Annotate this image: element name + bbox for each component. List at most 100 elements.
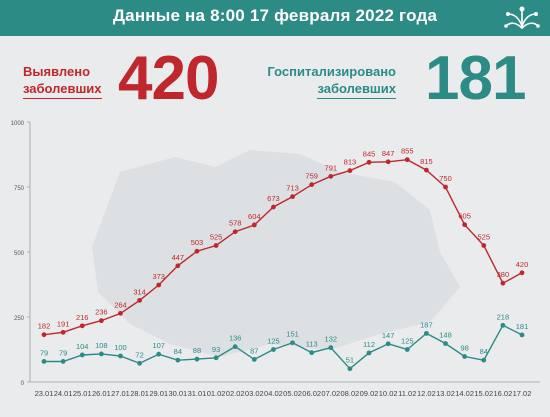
hospitalized-point [213, 355, 219, 361]
x-tick-label: 11.02 [398, 389, 416, 398]
hospitalized-point [290, 340, 295, 346]
detected-data-label: 604 [248, 212, 261, 221]
x-tick-label: 27.01 [111, 389, 130, 398]
x-tick-label: 09.02 [360, 389, 379, 398]
hospitalized-label-line1: Госпитализировано [267, 64, 396, 79]
detected-point [366, 159, 372, 165]
hospitalized-point [41, 359, 47, 364]
detected-point [347, 168, 353, 174]
hospitalized-point [481, 357, 487, 363]
detected-data-label: 236 [95, 308, 108, 317]
detected-point [118, 310, 123, 316]
detected-data-label: 525 [210, 233, 223, 242]
hospitalized-data-label: 84 [480, 347, 488, 356]
detected-data-label: 605 [458, 212, 471, 221]
hospitalized-point [328, 345, 334, 351]
hospitalized-point [366, 350, 372, 356]
detected-point [462, 222, 468, 228]
detected-point [175, 263, 181, 269]
detected-point [156, 282, 162, 288]
detected-point [519, 270, 525, 276]
detected-point [251, 222, 257, 228]
hospitalized-data-label: 136 [229, 334, 242, 343]
hospitalized-point [385, 341, 391, 347]
x-tick-label: 17.02 [513, 389, 532, 398]
hospitalized-data-label: 125 [401, 337, 414, 346]
detected-series-line [43, 158, 523, 336]
hospitalized-point [404, 347, 410, 352]
x-tick-label: 03.02 [245, 389, 264, 398]
x-tick-label: 26.01 [92, 389, 111, 398]
hospitalized-data-label: 84 [174, 347, 182, 356]
hospitalized-point [194, 356, 200, 362]
detected-data-label: 420 [516, 260, 529, 269]
detected-point [309, 182, 315, 188]
detected-point [232, 229, 238, 235]
hospitalized-point [251, 356, 257, 362]
detected-label-line2: заболевших [23, 80, 102, 99]
hospitalized-data-label: 125 [267, 337, 280, 346]
x-tick-label: 02.02 [226, 389, 245, 398]
detected-data-label: 759 [305, 172, 318, 181]
hospitalized-data-label: 87 [250, 346, 258, 355]
detected-data-label: 380 [497, 270, 510, 279]
hospitalized-point [443, 341, 448, 346]
detected-point [41, 332, 47, 338]
hospitalized-data-label: 107 [152, 341, 165, 350]
detected-point [328, 173, 334, 179]
detected-data-label: 314 [133, 287, 146, 296]
hospitalized-data-label: 79 [40, 348, 48, 357]
y-tick-label: 750 [14, 186, 25, 192]
hospitalized-data-label: 104 [76, 342, 89, 351]
detected-label: Выявлено заболевших [23, 63, 102, 99]
hospitalized-data-label: 132 [325, 335, 338, 344]
detected-data-label: 447 [172, 253, 185, 262]
hospitalized-point [424, 330, 429, 336]
hospitalized-data-label: 51 [346, 356, 354, 365]
x-tick-label: 10.02 [379, 389, 398, 398]
hospitalized-point [60, 359, 66, 364]
detected-point [79, 323, 85, 329]
hospitalized-point [79, 352, 85, 358]
detected-data-label: 845 [363, 149, 376, 158]
detected-data-label: 673 [267, 194, 280, 203]
hospitalized-data-label: 72 [135, 350, 143, 359]
x-tick-label: 23.01 [35, 389, 54, 398]
hospitalized-point [309, 350, 315, 356]
hospitalized-data-label: 181 [516, 322, 529, 331]
hospitalized-data-label: 113 [306, 340, 318, 349]
y-tick-label: 500 [14, 251, 25, 257]
detected-point [443, 184, 448, 190]
x-tick-label: 05.02 [283, 389, 302, 398]
detected-point [213, 243, 219, 248]
hospitalized-point [175, 357, 181, 363]
detected-data-label: 264 [114, 300, 127, 309]
hospitalized-data-label: 79 [59, 348, 67, 357]
hospitalized-point [519, 332, 525, 338]
x-tick-label: 31.01 [188, 389, 207, 398]
hospitalized-count: 181 [425, 44, 526, 113]
detected-point [290, 194, 295, 200]
hospitalized-data-label: 93 [212, 345, 220, 354]
hospitalized-data-label: 148 [439, 331, 452, 340]
x-tick-label: 28.01 [130, 389, 149, 398]
hospitalized-point [118, 353, 123, 359]
detected-data-label: 578 [229, 219, 242, 228]
detected-data-label: 525 [478, 233, 491, 242]
detected-point [424, 167, 429, 173]
hospitalized-data-label: 218 [497, 312, 510, 321]
detected-point [60, 329, 66, 335]
hospitalized-point [232, 344, 238, 350]
x-tick-label: 29.01 [149, 389, 168, 398]
detected-point [500, 280, 506, 286]
detected-data-label: 182 [38, 322, 51, 331]
x-tick-label: 01.02 [207, 389, 226, 398]
hospitalized-data-label: 100 [114, 343, 127, 352]
hospitalized-data-label: 98 [460, 344, 468, 353]
hospitalized-data-label: 187 [420, 320, 433, 329]
x-tick-label: 30.01 [168, 389, 187, 398]
x-tick-label: 12.02 [417, 389, 436, 398]
y-tick-label: 0 [21, 381, 25, 387]
x-tick-label: 15.02 [474, 389, 493, 398]
hospitalized-data-label: 151 [286, 330, 299, 339]
